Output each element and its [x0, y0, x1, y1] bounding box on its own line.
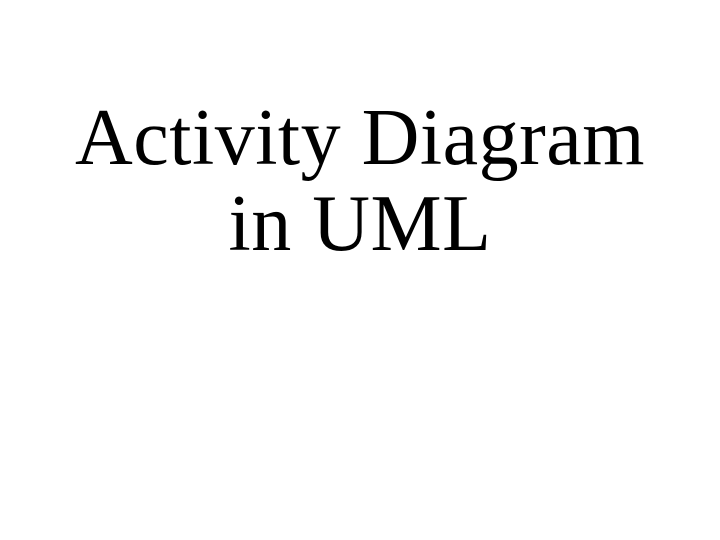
title-line-2: in UML [0, 181, 720, 267]
slide-title-container: Activity Diagram in UML [0, 95, 720, 268]
title-line-1: Activity Diagram [0, 95, 720, 181]
